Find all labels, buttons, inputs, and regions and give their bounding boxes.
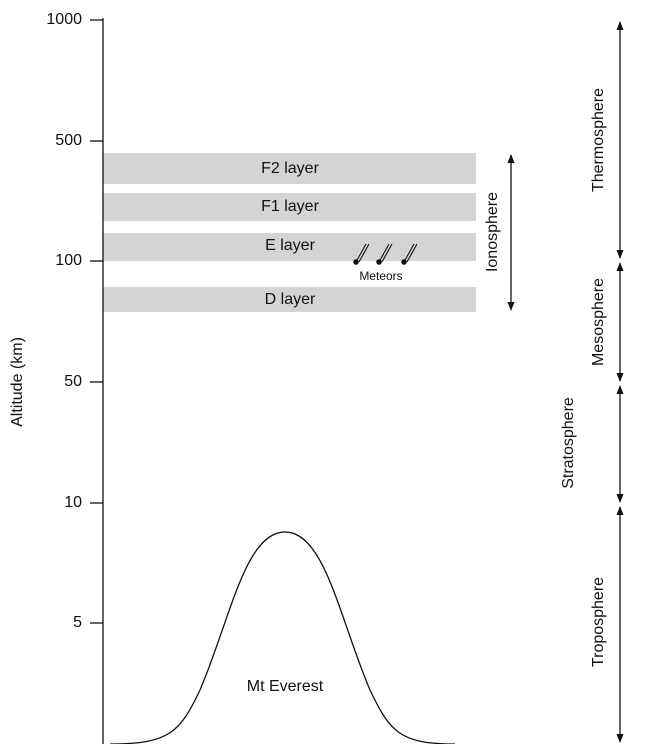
tick-label: 50 [64, 373, 82, 390]
layer-label: F1 layer [261, 198, 319, 215]
meteors-label: Meteors [359, 269, 402, 283]
ionosphere-label: Ionosphere [484, 192, 501, 272]
tick-label: 100 [55, 252, 82, 269]
axis-title: Altitude (km) [9, 337, 26, 427]
layer-band [103, 287, 476, 312]
layer-label: F2 layer [261, 160, 319, 177]
region-label: Stratosphere [560, 397, 577, 489]
region-label: Mesosphere [590, 278, 607, 366]
mountain-label: Mt Everest [247, 678, 324, 695]
mountain [109, 531, 456, 744]
layer-label: E layer [265, 237, 315, 254]
layer-band [103, 153, 476, 184]
layer-label: D layer [265, 291, 316, 308]
tick-label: 500 [55, 132, 82, 149]
region-label: Troposphere [590, 577, 607, 667]
layer-band [103, 193, 476, 221]
meteors [353, 243, 418, 265]
ticks: 1000 500 100 50 10 5 [46, 11, 103, 631]
tick-label: 5 [73, 614, 82, 631]
tick-label: 1000 [46, 11, 82, 28]
tick-label: 10 [64, 494, 82, 511]
region-label: Thermosphere [590, 88, 607, 192]
layer-band [103, 233, 476, 261]
